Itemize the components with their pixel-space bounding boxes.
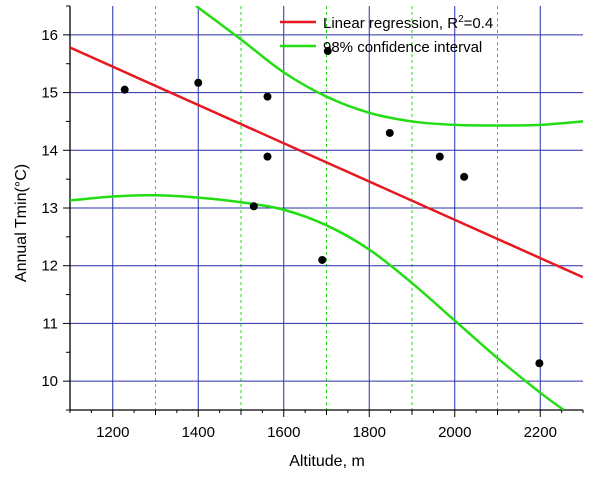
x-tick-label: 1200 [96, 424, 129, 441]
y-tick-label: 15 [41, 85, 58, 102]
data-point [318, 255, 327, 264]
legend-label-confidence: 98% confidence interval [323, 39, 482, 56]
x-tick-label: 1800 [353, 424, 386, 441]
x-tick-label: 1600 [267, 424, 300, 441]
series-layer [70, 6, 583, 410]
y-tick-label: 16 [41, 27, 58, 44]
grid [70, 6, 583, 410]
legend-label-superscript: 2 [458, 14, 464, 25]
data-point [194, 78, 203, 87]
regression-line [70, 46, 583, 279]
legend-label-regression: Linear regression, R2=0.4 [323, 14, 493, 32]
x-axis-label: Altitude, m [289, 453, 365, 470]
data-point [323, 47, 332, 56]
confidence-upper-line [195, 6, 583, 127]
y-tick-label: 14 [41, 142, 58, 159]
data-point [120, 85, 129, 94]
x-tick-label: 2200 [524, 424, 557, 441]
data-point [460, 172, 469, 181]
series-clip-group [70, 6, 583, 410]
legend: Linear regression, R2=0.4 98% confidence … [280, 14, 493, 56]
x-tick-label: 1400 [182, 424, 215, 441]
data-point [249, 202, 258, 211]
y-tick-label: 12 [41, 258, 58, 275]
data-point [535, 359, 544, 368]
y-tick-label: 10 [41, 373, 58, 390]
legend-label-suffix: =0.4 [464, 15, 494, 32]
data-point [263, 92, 272, 101]
confidence-lower-line [70, 194, 565, 410]
data-point [435, 152, 444, 161]
x-tick-label: 2000 [438, 424, 471, 441]
data-point [263, 152, 272, 161]
axis-ticks: 1200 1400 1600 1800 2000 2200 10 11 12 13 14 15 16 [41, 5, 584, 441]
y-tick-label: 13 [41, 200, 58, 217]
data-point [385, 128, 394, 137]
y-tick-label: 11 [42, 315, 58, 332]
y-axis-label: Annual Tmin(°C) [13, 164, 30, 282]
